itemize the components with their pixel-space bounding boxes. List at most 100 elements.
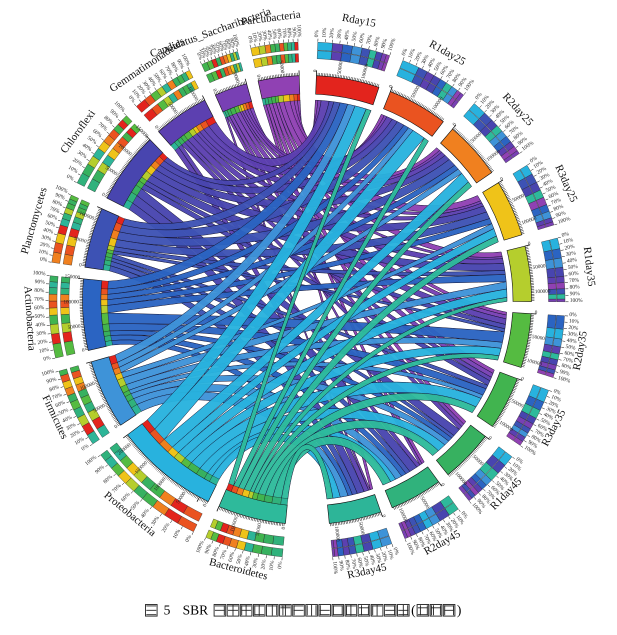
svg-text:30%: 30% xyxy=(205,45,214,57)
svg-text:100%: 100% xyxy=(557,216,571,226)
svg-text:90%: 90% xyxy=(290,27,297,38)
svg-text:0: 0 xyxy=(81,347,85,354)
svg-text:50%: 50% xyxy=(212,42,221,54)
svg-text:10%: 10% xyxy=(172,528,182,540)
svg-text:80%: 80% xyxy=(561,363,573,371)
svg-text:60%: 60% xyxy=(548,191,560,201)
svg-text:0%: 0% xyxy=(515,456,525,465)
svg-text:100%: 100% xyxy=(32,270,46,277)
svg-text:60%: 60% xyxy=(34,305,45,311)
svg-text:20%: 20% xyxy=(260,559,268,570)
svg-text:30%: 30% xyxy=(374,553,383,565)
svg-text:80%: 80% xyxy=(480,494,491,506)
svg-text:100000: 100000 xyxy=(360,63,370,80)
svg-text:70%: 70% xyxy=(562,357,574,365)
svg-text:10%: 10% xyxy=(563,237,575,245)
svg-text:0: 0 xyxy=(153,124,159,130)
svg-text:60%: 60% xyxy=(46,213,58,222)
svg-text:70%: 70% xyxy=(111,483,123,495)
svg-text:90%: 90% xyxy=(458,76,469,88)
svg-text:50000: 50000 xyxy=(92,403,107,415)
svg-text:70%: 70% xyxy=(508,125,520,136)
svg-text:30%: 30% xyxy=(336,28,343,39)
svg-text:90%: 90% xyxy=(380,38,389,50)
svg-text:40%: 40% xyxy=(244,555,252,567)
svg-text:20%: 20% xyxy=(39,242,50,250)
svg-text:100000: 100000 xyxy=(229,516,240,533)
svg-text:10%: 10% xyxy=(322,27,329,38)
svg-text:30%: 30% xyxy=(567,331,578,338)
svg-text:50%: 50% xyxy=(130,500,141,512)
svg-text:20%: 20% xyxy=(135,84,146,96)
svg-text:70%: 70% xyxy=(422,534,432,546)
svg-text:30%: 30% xyxy=(539,172,551,182)
svg-text:30%: 30% xyxy=(545,406,557,416)
svg-text:90%: 90% xyxy=(337,560,344,571)
svg-text:100%: 100% xyxy=(231,33,240,47)
svg-text:10%: 10% xyxy=(74,436,86,447)
svg-text:SBR: SBR xyxy=(183,603,209,618)
svg-text:80%: 80% xyxy=(416,536,426,548)
svg-text:20%: 20% xyxy=(69,429,81,439)
svg-text:50%: 50% xyxy=(494,481,506,493)
svg-text:20%: 20% xyxy=(255,31,263,42)
svg-text:20%: 20% xyxy=(449,518,460,530)
svg-text:0: 0 xyxy=(380,514,387,519)
svg-text:40%: 40% xyxy=(81,142,93,153)
svg-text:50%: 50% xyxy=(362,556,370,568)
svg-text:50%: 50% xyxy=(433,528,443,540)
svg-text:90%: 90% xyxy=(204,543,213,555)
svg-text:80%: 80% xyxy=(553,204,565,213)
svg-text:90%: 90% xyxy=(94,464,106,475)
svg-text:50%: 50% xyxy=(351,31,359,42)
svg-text:80%: 80% xyxy=(34,288,45,294)
svg-text:30%: 30% xyxy=(150,515,161,527)
svg-text:): ) xyxy=(457,603,462,618)
svg-text:50%: 50% xyxy=(152,72,163,84)
svg-text:10%: 10% xyxy=(39,347,50,355)
svg-text:40%: 40% xyxy=(498,476,510,488)
svg-text:50%: 50% xyxy=(539,417,551,427)
svg-text:30%: 30% xyxy=(444,521,455,533)
svg-text:90%: 90% xyxy=(108,108,120,120)
svg-text:10%: 10% xyxy=(550,394,562,403)
svg-text:0%: 0% xyxy=(552,388,561,396)
svg-text:20%: 20% xyxy=(71,157,83,168)
svg-text:80%: 80% xyxy=(102,115,114,126)
svg-text:(: ( xyxy=(411,603,416,618)
svg-text:20%: 20% xyxy=(536,166,548,176)
svg-text:0: 0 xyxy=(255,74,262,78)
svg-text:100%: 100% xyxy=(405,542,416,557)
svg-text:100000: 100000 xyxy=(333,526,341,543)
svg-text:0: 0 xyxy=(527,241,531,248)
svg-text:100000: 100000 xyxy=(63,299,79,305)
svg-text:50%: 50% xyxy=(499,114,511,125)
svg-text:50%: 50% xyxy=(545,184,557,194)
svg-text:10%: 10% xyxy=(67,165,79,175)
svg-text:0%: 0% xyxy=(529,155,539,164)
svg-text:10%: 10% xyxy=(511,461,523,472)
svg-text:50000: 50000 xyxy=(337,61,345,75)
svg-text:80%: 80% xyxy=(373,36,382,48)
svg-text:0: 0 xyxy=(520,376,525,383)
svg-text:100%: 100% xyxy=(331,561,338,575)
svg-text:30%: 30% xyxy=(421,54,431,66)
svg-text:70%: 70% xyxy=(485,489,497,501)
svg-text:70%: 70% xyxy=(220,549,229,561)
svg-text:80%: 80% xyxy=(530,434,542,445)
svg-text:0%: 0% xyxy=(314,29,320,37)
svg-text:50000: 50000 xyxy=(510,398,525,409)
svg-text:90%: 90% xyxy=(570,291,581,297)
svg-text:50%: 50% xyxy=(34,313,45,320)
svg-text:90%: 90% xyxy=(54,192,66,202)
svg-text:60%: 60% xyxy=(275,28,282,39)
svg-text:50%: 50% xyxy=(565,344,576,352)
svg-text:50000: 50000 xyxy=(531,334,545,342)
svg-text:20%: 20% xyxy=(161,522,172,534)
svg-text:70%: 70% xyxy=(220,39,229,51)
svg-text:90%: 90% xyxy=(46,376,58,385)
svg-text:10%: 10% xyxy=(130,88,141,100)
svg-text:30%: 30% xyxy=(141,80,152,92)
svg-text:0%: 0% xyxy=(459,511,468,521)
svg-text:0: 0 xyxy=(79,262,83,268)
